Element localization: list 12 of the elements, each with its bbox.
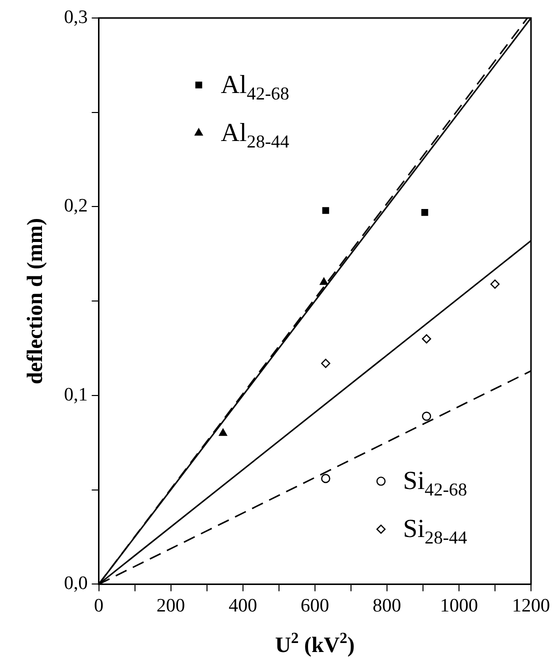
y-tick-label: 0,0 — [64, 573, 88, 594]
y-tick-label: 0,2 — [64, 196, 88, 217]
x-tick-label: 1200 — [512, 596, 550, 617]
x-tick-label: 200 — [156, 596, 186, 617]
x-tick-label: 0 — [94, 596, 104, 617]
x-tick-label: 800 — [372, 596, 402, 617]
x-tick-label: 1000 — [440, 596, 478, 617]
x-tick-label: 600 — [300, 596, 330, 617]
x-tick-label: 400 — [228, 596, 258, 617]
y-tick-label: 0,3 — [64, 6, 88, 28]
y-axis-title: deflection d (mm) — [22, 218, 47, 384]
y-tick-label: 0,1 — [64, 384, 88, 406]
